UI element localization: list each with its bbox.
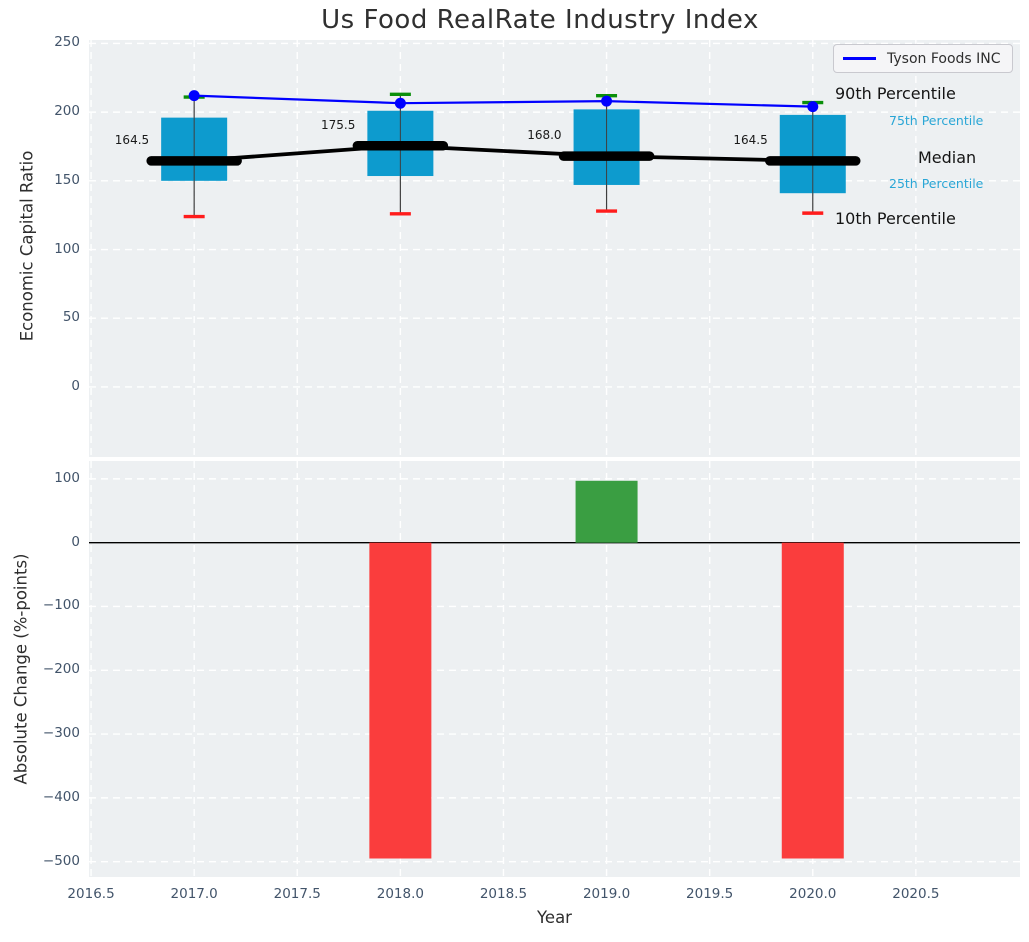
annotation-90th-percentile: 90th Percentile <box>835 84 956 103</box>
annotation-10th-percentile: 10th Percentile <box>835 209 956 228</box>
top-ytick-label: 200 <box>54 103 80 120</box>
median-value-annotation-2018: 175.5 <box>321 117 356 132</box>
xtick-label: 2020.0 <box>789 886 837 902</box>
tyson-line <box>194 94 813 108</box>
legend-line-sample <box>843 57 876 60</box>
change-bar-2020 <box>781 542 844 859</box>
bottom-ytick-label: 0 <box>71 533 80 550</box>
chart-title: Us Food RealRate Industry Index <box>321 5 759 35</box>
top-ytick-label: 250 <box>54 34 80 51</box>
bottom-y-axis-label: Absolute Change (%-points) <box>11 553 31 785</box>
top-plot-background <box>89 40 1020 457</box>
xtick-label: 2020.5 <box>892 886 940 902</box>
bottom-ytick-label: −300 <box>42 725 80 742</box>
x-axis-label: Year <box>537 908 572 927</box>
median-value-annotation-2017: 164.5 <box>114 132 150 147</box>
bottom-ytick-label: −100 <box>42 597 80 614</box>
top-ytick-label: 100 <box>54 240 80 257</box>
xtick-label: 2019.5 <box>686 886 734 902</box>
change-bar-2019 <box>575 480 638 543</box>
xtick-label: 2017.0 <box>170 886 218 902</box>
annotation-75th-percentile: 75th Percentile <box>889 113 984 128</box>
annotation-median: Median <box>918 148 977 167</box>
bottom-ytick-label: −500 <box>42 852 80 869</box>
bottom-ytick-label: 100 <box>54 469 80 486</box>
tyson-marker-2018 <box>394 97 406 109</box>
top-ytick-label: 50 <box>62 309 80 326</box>
tyson-marker-2019 <box>601 95 613 107</box>
median-value-annotation-2020: 164.5 <box>733 132 768 147</box>
xtick-label: 2018.0 <box>376 886 424 902</box>
xtick-label: 2017.5 <box>273 886 321 902</box>
bottom-plot-background <box>89 461 1020 877</box>
median-connector-line <box>194 143 813 163</box>
xtick-label: 2019.0 <box>582 886 631 902</box>
xtick-label: 2018.5 <box>479 886 528 902</box>
tyson-marker-2017 <box>188 90 200 102</box>
xtick-label: 2016.5 <box>67 886 115 902</box>
median-value-annotation-2019: 168.0 <box>527 128 562 143</box>
top-ytick-label: 150 <box>54 171 80 188</box>
annotation-25th-percentile: 25th Percentile <box>889 176 984 191</box>
tyson-marker-2020 <box>807 101 819 113</box>
legend: Tyson Foods INC <box>833 44 1013 73</box>
top-ytick-label: 0 <box>71 377 80 394</box>
legend-label: Tyson Foods INC <box>887 50 1001 67</box>
change-bar-2018 <box>369 542 432 859</box>
bottom-ytick-label: −200 <box>42 661 80 678</box>
bottom-ytick-label: −400 <box>42 788 80 805</box>
